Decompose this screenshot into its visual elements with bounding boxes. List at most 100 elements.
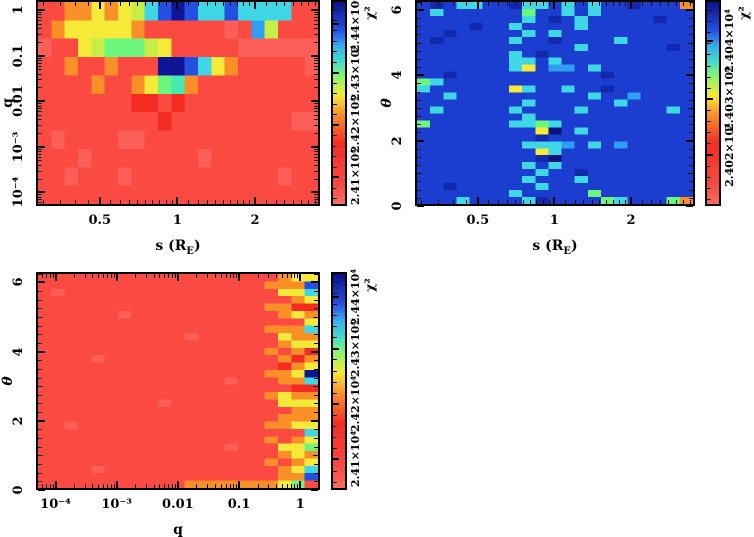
x-minor-tick — [196, 484, 198, 488]
x-minor-tick — [49, 484, 51, 488]
y-major-tick — [417, 74, 424, 77]
x-minor-tick — [284, 2, 286, 6]
x-minor-tick — [574, 200, 576, 204]
colorbar-minor-tick — [333, 72, 337, 74]
x-minor-tick — [243, 200, 245, 204]
x-minor-tick — [641, 200, 643, 204]
y-minor-tick — [417, 189, 421, 191]
colorbar-minor-tick — [333, 281, 337, 283]
x-minor-tick — [682, 200, 684, 204]
x-major-tick — [98, 2, 101, 9]
x-minor-tick — [120, 2, 122, 6]
y-minor-tick — [314, 69, 318, 71]
y-minor-tick — [38, 394, 42, 396]
colorbar-s-theta — [705, 0, 721, 206]
x-minor-tick — [37, 274, 39, 278]
y-minor-tick — [689, 148, 693, 150]
plot-area-q-theta — [36, 272, 320, 490]
y-minor-tick — [314, 103, 318, 105]
y-minor-tick — [417, 91, 421, 93]
x-minor-tick — [103, 274, 105, 278]
x-major-tick — [629, 197, 632, 204]
x-minor-tick — [84, 274, 86, 278]
x-minor-tick — [233, 484, 235, 488]
x-minor-tick — [286, 484, 288, 488]
colorbar-minor-tick — [707, 121, 711, 123]
x-minor-tick — [120, 200, 122, 204]
x-minor-tick — [249, 200, 251, 204]
x-tick-label: 0.1 — [227, 497, 251, 512]
x-minor-tick — [188, 200, 190, 204]
x-major-tick — [98, 197, 101, 204]
y-minor-tick — [314, 124, 318, 126]
x-minor-tick — [275, 200, 277, 204]
y-major-tick — [311, 191, 318, 194]
x-minor-tick — [171, 274, 173, 278]
colorbar-minor-tick — [707, 43, 711, 45]
y-major-tick — [311, 145, 318, 148]
y-minor-tick — [314, 108, 318, 110]
x-minor-tick — [215, 2, 217, 6]
x-minor-tick — [46, 274, 48, 278]
x-axis-title: q — [173, 522, 183, 537]
y-minor-tick — [38, 368, 42, 370]
y-minor-tick — [417, 17, 421, 19]
colorbar-minor-tick — [707, 65, 711, 67]
y-minor-tick — [314, 105, 318, 107]
y-minor-tick — [314, 446, 318, 448]
x-minor-tick — [265, 2, 267, 6]
colorbar-minor-tick — [333, 145, 337, 147]
x-minor-tick — [591, 200, 593, 204]
y-minor-tick — [417, 124, 421, 126]
x-minor-tick — [46, 484, 48, 488]
colorbar-minor-tick — [333, 198, 337, 200]
colorbar-minor-tick — [707, 132, 711, 134]
y-minor-tick — [314, 87, 318, 89]
y-minor-tick — [314, 57, 318, 59]
x-minor-tick — [159, 274, 161, 278]
y-minor-tick — [314, 481, 318, 483]
y-minor-tick — [38, 342, 42, 344]
x-minor-tick — [152, 2, 154, 6]
x-minor-tick — [137, 2, 139, 6]
y-minor-tick — [38, 316, 42, 318]
y-minor-tick — [38, 334, 42, 336]
y-minor-tick — [314, 17, 318, 19]
x-minor-tick — [536, 2, 538, 6]
x-major-tick — [238, 274, 241, 281]
y-major-tick — [311, 489, 318, 491]
colorbar-minor-tick — [707, 32, 711, 34]
x-minor-tick — [92, 274, 94, 278]
y-major-tick — [38, 100, 45, 103]
x-minor-tick — [421, 200, 423, 204]
y-minor-tick — [689, 67, 693, 69]
y-major-tick — [38, 54, 45, 57]
y-minor-tick — [314, 325, 318, 327]
x-minor-tick — [268, 274, 270, 278]
colorbar-tick-label: 2.404×10⁴ — [723, 9, 736, 74]
y-tick-label: 6 — [11, 277, 26, 287]
x-minor-tick — [165, 200, 167, 204]
x-minor-tick — [42, 200, 44, 204]
x-minor-tick — [564, 2, 566, 6]
y-minor-tick — [38, 386, 42, 388]
x-minor-tick — [37, 484, 39, 488]
x-major-tick — [629, 2, 632, 9]
y-tick-label: 10⁻³ — [11, 131, 26, 163]
y-minor-tick — [38, 41, 42, 43]
x-minor-tick — [314, 200, 316, 204]
x-minor-tick — [236, 274, 238, 278]
y-tick-label: 4 — [11, 347, 26, 357]
y-minor-tick — [417, 83, 421, 85]
x-minor-tick — [292, 200, 294, 204]
y-tick-label: 4 — [390, 70, 405, 80]
colorbar-minor-tick — [333, 30, 337, 32]
x-minor-tick — [110, 484, 112, 488]
colorbar-minor-tick — [707, 110, 711, 111]
y-minor-tick — [689, 165, 693, 167]
x-major-tick — [238, 481, 241, 488]
x-minor-tick — [591, 2, 593, 6]
x-minor-tick — [574, 2, 576, 6]
y-tick-label: 0 — [390, 201, 405, 211]
